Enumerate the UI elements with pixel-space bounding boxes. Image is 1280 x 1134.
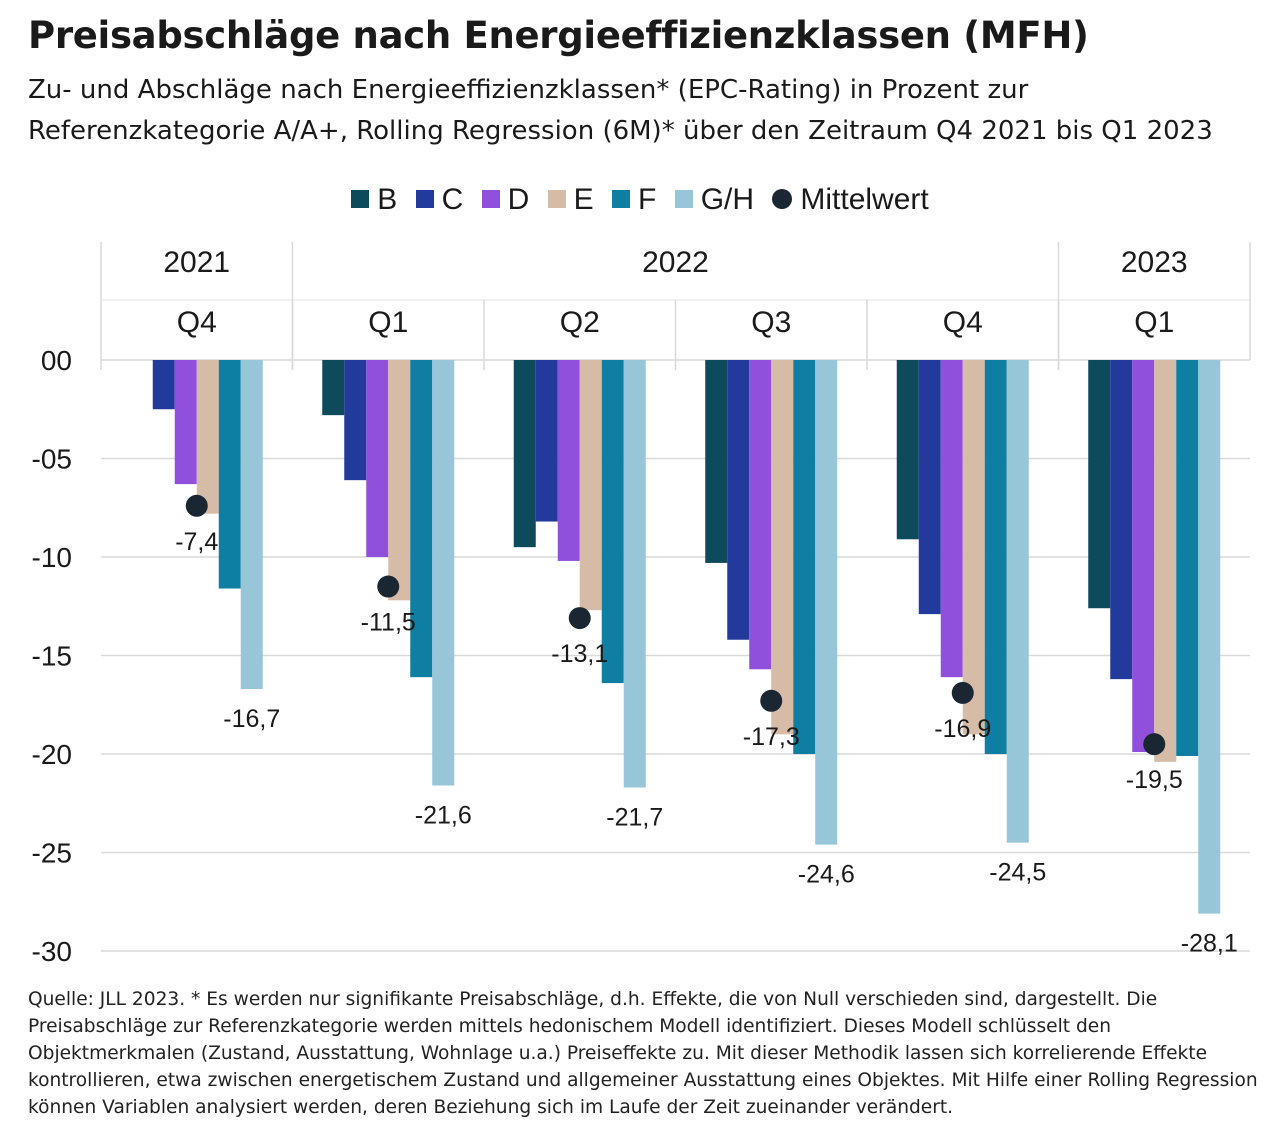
y-tick-label: -05 (32, 444, 72, 475)
source-footnote: Quelle: JLL 2023. * Es werden nur signif… (28, 989, 1258, 1118)
bar-c (535, 360, 558, 522)
bar-f (410, 360, 433, 678)
quarter-label: Q4 (177, 306, 217, 339)
bar-c (344, 360, 367, 481)
mean-dot (185, 494, 208, 517)
y-tick-label: 00 (41, 345, 72, 376)
mean-dot (1143, 733, 1166, 756)
chart-plot: 00 -05 -10 -15 -20 -25 -30 2021 2022 2023 Q4 Q1 Q2 Q3… (32, 242, 1251, 967)
legend-swatch (674, 190, 693, 209)
bar-gh (432, 360, 455, 786)
quarter-label: Q3 (751, 306, 791, 339)
chart-subtitle: Zu- und Abschläge nach Energieeffizienzk… (28, 75, 1213, 146)
gh-data-label: -24,5 (989, 859, 1046, 887)
legend-item-f: F (612, 183, 656, 217)
quarter-label: Q1 (1134, 306, 1174, 339)
y-tick-label: -15 (32, 641, 72, 672)
y-tick-label: -25 (32, 838, 72, 869)
y-tick-label: -10 (32, 542, 72, 573)
bar-gh (1198, 360, 1221, 914)
bar-f (1176, 360, 1199, 756)
bar-f (793, 360, 816, 754)
bar-c (152, 360, 175, 410)
bar-f (984, 360, 1007, 754)
bar-d (557, 360, 580, 561)
quarter-label: Q2 (560, 306, 600, 339)
bar-e (1154, 360, 1177, 762)
legend-swatch (612, 190, 631, 209)
bar-b (896, 360, 919, 540)
gh-data-label: -21,7 (606, 803, 663, 831)
legend-label: E (573, 183, 594, 217)
bar-e (579, 360, 602, 611)
bar-f (218, 360, 241, 589)
bar-b (1088, 360, 1111, 609)
legend-item-gh: G/H (674, 183, 755, 217)
legend-swatch (415, 190, 434, 209)
legend-label: D (507, 183, 530, 217)
legend-item-c: C (415, 183, 464, 217)
legend-swatch (351, 190, 370, 209)
chart-title: Preisabschläge nach Energieeffizienzklas… (28, 14, 1089, 57)
gh-data-label: -21,6 (415, 802, 472, 830)
bar-e (196, 360, 219, 514)
legend-label: G/H (700, 183, 755, 217)
bar-d (749, 360, 772, 670)
gh-data-label: -24,6 (798, 861, 855, 889)
y-tick-label: -20 (32, 739, 72, 770)
bar-gh (1006, 360, 1029, 843)
bar-b (705, 360, 728, 563)
quarter-label: Q1 (368, 306, 408, 339)
legend-label: B (377, 183, 398, 217)
legend-label: F (638, 183, 657, 217)
legend-item-e: E (547, 183, 594, 217)
mean-dot (760, 689, 783, 712)
year-label: 2021 (163, 246, 230, 279)
legend-swatch (547, 190, 566, 209)
bar-d (174, 360, 197, 485)
bar-gh (815, 360, 838, 845)
mean-data-label: -19,5 (1126, 766, 1183, 794)
bar-b (322, 360, 345, 416)
legend-item-d: D (481, 183, 530, 217)
gh-data-label: -28,1 (1181, 930, 1238, 958)
bar-c (1110, 360, 1133, 680)
year-label: 2023 (1121, 246, 1188, 279)
mean-data-label: -16,9 (934, 715, 991, 743)
mean-data-label: -17,3 (743, 723, 800, 751)
gh-data-label: -16,7 (223, 705, 280, 733)
bar-d (940, 360, 963, 678)
bar-d (1132, 360, 1155, 753)
legend-label: Mittelwert (800, 183, 929, 217)
legend-item-mittelwert: Mittelwert (772, 183, 929, 217)
bar-b (513, 360, 536, 548)
legend-swatch (481, 190, 500, 209)
mean-data-label: -7,4 (175, 528, 218, 556)
quarter-label: Q4 (943, 306, 983, 339)
y-tick-label: -30 (32, 936, 72, 967)
bar-e (771, 360, 794, 735)
bar-gh (623, 360, 646, 788)
year-label: 2022 (642, 246, 709, 279)
mean-dot (951, 681, 974, 704)
bar-d (366, 360, 389, 557)
mean-data-label: -11,5 (361, 609, 416, 637)
bar-e (962, 360, 985, 735)
legend-label: C (441, 183, 464, 217)
mean-data-label: -13,1 (551, 640, 608, 668)
bar-c (918, 360, 941, 615)
bar-e (388, 360, 411, 601)
bar-gh (240, 360, 263, 689)
bar-f (601, 360, 624, 684)
legend-item-b: B (351, 183, 397, 217)
legend-dot (772, 189, 793, 210)
legend: B C D E F G/H Mittelwert (0, 182, 1280, 217)
mean-dot (568, 607, 591, 630)
mean-dot (377, 575, 400, 598)
bar-c (727, 360, 750, 640)
